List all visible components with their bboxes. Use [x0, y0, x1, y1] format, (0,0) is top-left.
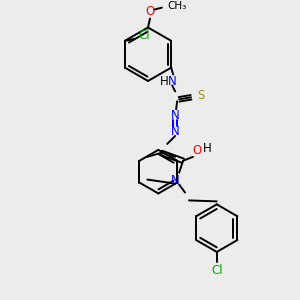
Text: N: N: [171, 174, 179, 187]
Text: O: O: [146, 5, 154, 18]
Text: N: N: [171, 124, 179, 137]
Text: N: N: [168, 75, 177, 88]
Text: Cl: Cl: [139, 29, 151, 42]
Text: O: O: [192, 144, 202, 157]
Text: H: H: [160, 75, 169, 88]
Text: CH₃: CH₃: [168, 1, 187, 11]
Text: S: S: [197, 89, 205, 102]
Text: Cl: Cl: [211, 264, 223, 277]
Text: H: H: [202, 142, 211, 155]
Text: N: N: [171, 109, 179, 122]
